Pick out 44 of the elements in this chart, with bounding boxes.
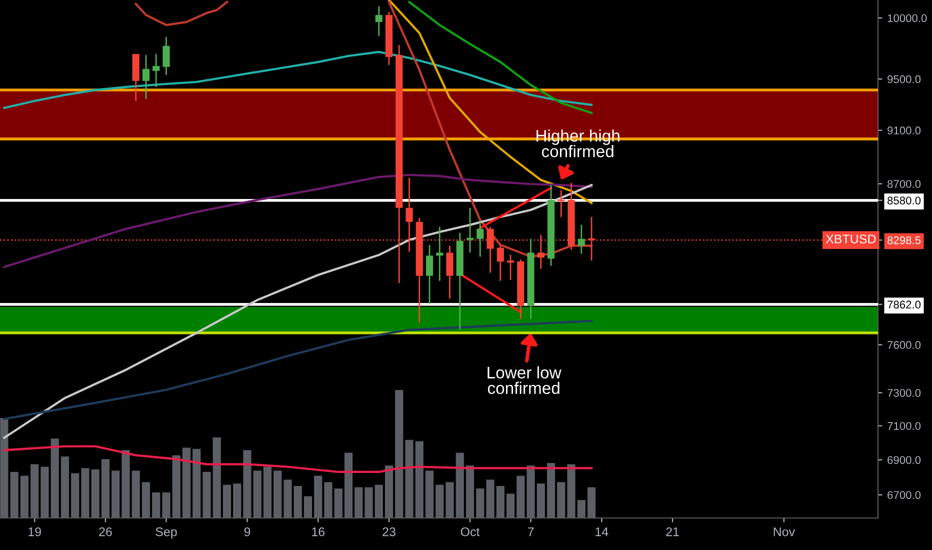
- y-tick-label: 8700.0: [888, 180, 921, 188]
- x-tick-label: Nov: [774, 527, 795, 536]
- annotation: Lower low confirmed: [488, 366, 562, 394]
- candlestick: [476, 221, 484, 258]
- candlestick: [558, 189, 565, 218]
- candlestick: [162, 36, 170, 76]
- candlestick: [446, 245, 454, 300]
- candlestick: [578, 224, 585, 254]
- candlestick: [496, 244, 504, 282]
- x-tick-label: Sep: [156, 527, 177, 539]
- x-tick-label: 16: [312, 527, 325, 536]
- line-series: [3, 174, 593, 268]
- x-tick-label: Oct: [460, 527, 480, 536]
- line-series: [3, 184, 593, 439]
- line-series: [408, 0, 593, 114]
- x-tick-label: 7: [528, 527, 534, 536]
- x-tick-label: 9: [244, 527, 250, 536]
- y-tick-label: 9100.0: [888, 126, 921, 134]
- x-tick-label: 14: [596, 527, 608, 536]
- candlestick: [375, 5, 382, 37]
- y-tick-label: 7100.0: [888, 422, 921, 430]
- candlestick: [142, 54, 150, 100]
- line-series: [3, 320, 593, 420]
- y-tick-label: 7300.0: [888, 388, 921, 397]
- y-tick-label: 7862.0: [888, 300, 921, 309]
- x-tick-label: 23: [382, 527, 396, 536]
- y-tick-label: 8580.0: [888, 196, 921, 204]
- y-tick-label: 6900.0: [888, 456, 921, 464]
- candlestick: [406, 177, 413, 252]
- candlestick: [506, 254, 514, 281]
- candlestick: [436, 226, 444, 282]
- x-tick-label: 21: [666, 527, 679, 536]
- y-tick-label: 8298.5: [888, 236, 921, 244]
- candlestick: [152, 53, 160, 88]
- ref-line-label: XBTUSD: [826, 234, 876, 244]
- x-tick-label: 26: [99, 527, 112, 536]
- y-tick-label: 9500.0: [888, 75, 921, 84]
- candlestick: [466, 207, 474, 254]
- y-tick-label: 6700.0: [888, 491, 921, 499]
- y-tick-label: 7600.0: [888, 341, 921, 349]
- x-tick-label: 19: [28, 527, 41, 536]
- candlestick: [426, 244, 434, 304]
- line-series: [3, 50, 593, 110]
- y-tick-label: 10000.0: [888, 14, 927, 22]
